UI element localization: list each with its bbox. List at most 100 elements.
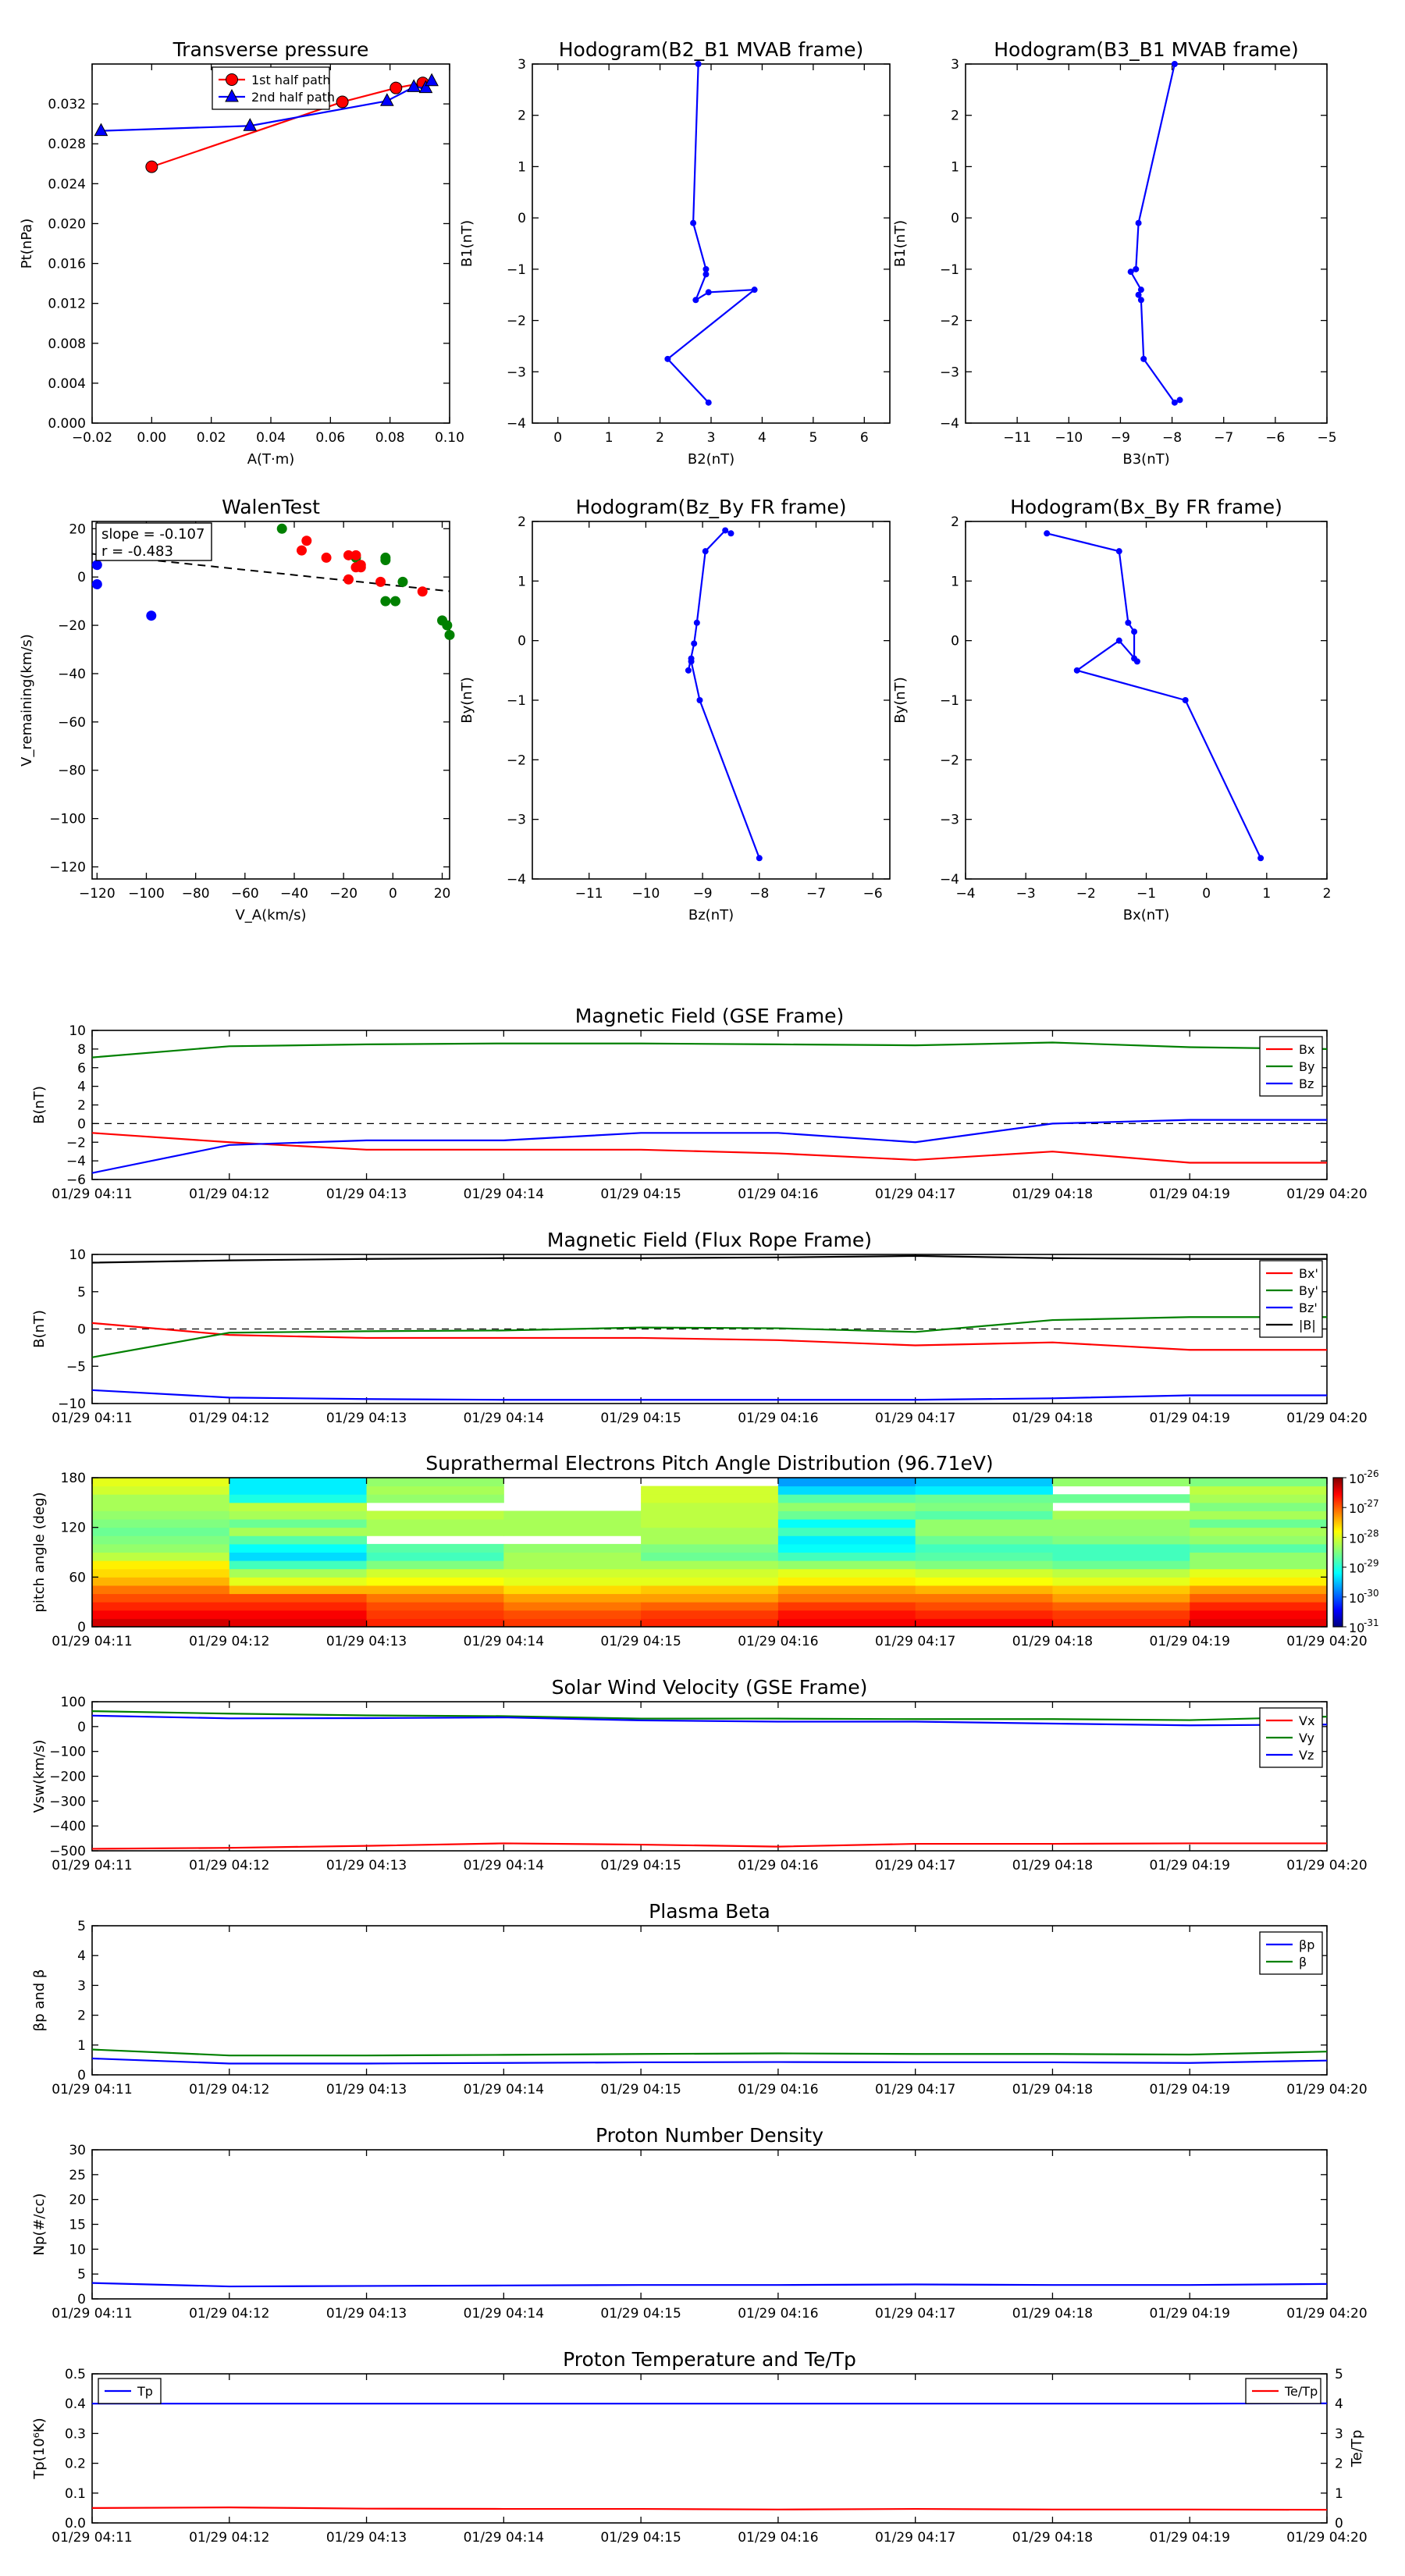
heatmap-cell <box>1052 1494 1190 1503</box>
y-tick-label: 0.3 <box>65 2426 86 2442</box>
scatter-point <box>397 576 408 587</box>
y-tick-label: 15 <box>69 2218 86 2233</box>
heatmap-cell <box>777 1543 916 1553</box>
data-point <box>692 297 699 304</box>
heatmap-cell <box>777 1577 916 1586</box>
heatmap-cell <box>92 1519 230 1528</box>
heatmap-cell <box>1052 1552 1190 1561</box>
data-point <box>705 289 712 296</box>
data-point <box>690 219 697 226</box>
scatter-point <box>296 545 307 556</box>
time-tick-label: 01/29 04:15 <box>600 1411 681 1426</box>
y-tick-label: 0.020 <box>48 216 86 232</box>
series-line <box>91 1132 1327 1164</box>
legend-label: 1st half path <box>251 73 330 87</box>
x-tick-label: 3 <box>707 430 716 446</box>
heatmap-cell <box>229 1510 368 1520</box>
x-tick-label: −60 <box>231 886 259 902</box>
y-tick-label: 1 <box>951 574 959 589</box>
scatter-point <box>375 576 386 587</box>
time-tick-label: 01/29 04:13 <box>326 2306 407 2322</box>
y-tick-label: 0 <box>77 1322 86 1338</box>
y-tick-label: −3 <box>507 365 526 380</box>
heatmap-cell <box>503 1552 642 1561</box>
x-tick-label: 20 <box>434 886 451 902</box>
plot-frame <box>532 63 891 424</box>
time-tick-label: 01/29 04:11 <box>52 2306 132 2322</box>
data-point <box>702 548 709 555</box>
y-tick-label: 0 <box>77 1116 86 1132</box>
time-tick-label: 01/29 04:15 <box>600 1187 681 1202</box>
legend-label: Bz' <box>1299 1300 1318 1315</box>
heatmap-cell <box>92 1527 230 1536</box>
heatmap-cell <box>503 1618 642 1628</box>
x-tick-label: −6 <box>1265 430 1285 446</box>
time-tick-label: 01/29 04:12 <box>189 1858 269 1873</box>
heatmap-cell <box>641 1560 779 1570</box>
heatmap-cell <box>1190 1494 1328 1503</box>
heatmap-cell <box>1190 1610 1328 1619</box>
time-tick-label: 01/29 04:13 <box>326 1411 407 1426</box>
y-tick-label: 10 <box>69 1023 86 1039</box>
heatmap-cell <box>366 1568 504 1578</box>
time-tick-label: 01/29 04:14 <box>464 2306 544 2322</box>
time-tick-label: 01/29 04:14 <box>464 1858 544 1873</box>
heatmap-cell <box>915 1610 1053 1619</box>
series-line <box>91 1316 1327 1358</box>
heatmap-cell <box>1190 1602 1328 1611</box>
data-point <box>1115 637 1122 644</box>
data-point <box>1137 286 1144 294</box>
time-tick-label: 01/29 04:19 <box>1150 1858 1230 1873</box>
heatmap-cell <box>1052 1510 1190 1520</box>
scatter-point <box>417 586 428 597</box>
y-tick-label: 0.0 <box>65 2516 86 2532</box>
y-tick-label: 0.1 <box>65 2486 86 2502</box>
y-axis-label: B1(nT) <box>459 220 475 267</box>
heatmap-cell <box>641 1593 779 1603</box>
y-tick-label: 120 <box>61 1521 86 1536</box>
series-line <box>91 1254 1327 1264</box>
heatmap-cell <box>1190 1577 1328 1586</box>
time-tick-label: 01/29 04:18 <box>1012 1858 1093 1873</box>
heatmap-cell <box>915 1585 1053 1595</box>
time-tick-label: 01/29 04:20 <box>1286 1634 1367 1649</box>
heatmap-cell <box>915 1494 1053 1503</box>
legend-label: Bz <box>1299 1076 1314 1091</box>
series-line <box>91 1389 1327 1401</box>
data-point <box>94 123 108 137</box>
y-axis-label: βp and β <box>31 1969 48 2032</box>
time-tick-label: 01/29 04:19 <box>1150 2530 1230 2546</box>
x-tick-label: 0 <box>389 886 397 902</box>
heatmap-cell <box>915 1535 1053 1545</box>
x-tick-label: 0.06 <box>315 430 345 446</box>
data-point <box>702 271 710 278</box>
x-tick-label: −9 <box>1111 430 1130 446</box>
heatmap-cell <box>366 1485 504 1495</box>
heatmap-cell <box>915 1527 1053 1536</box>
x-axis-label: B2(nT) <box>688 451 735 468</box>
data-point <box>336 95 349 109</box>
heatmap-cell <box>1052 1610 1190 1619</box>
y-axis-label: Np(#/cc) <box>31 2194 48 2256</box>
right-tick-label: 1 <box>1335 2486 1343 2502</box>
x-axis-label: Bz(nT) <box>688 907 734 923</box>
heatmap-cell <box>229 1585 368 1595</box>
heatmap-cell <box>915 1568 1053 1578</box>
chart-title: Plasma Beta <box>649 1900 770 1923</box>
time-tick-label: 01/29 04:15 <box>600 2082 681 2097</box>
legend-label: Tp <box>137 2384 153 2399</box>
heatmap-cell <box>641 1543 779 1553</box>
y-tick-label: −4 <box>507 872 526 888</box>
time-tick-label: 01/29 04:16 <box>738 2082 818 2097</box>
y-tick-label: −2 <box>940 753 959 768</box>
heatmap-cell <box>92 1502 230 1511</box>
right-axis-label: Te/Tp <box>1349 2430 1365 2468</box>
heatmap-cell <box>1190 1485 1328 1495</box>
heatmap-cell <box>641 1535 779 1545</box>
data-point <box>1171 399 1178 406</box>
chart-hodogram-b2-b1: Hodogram(B2_B1 MVAB frame) −4 −3 −2 −1 0 1 2 3 B1… <box>459 38 891 468</box>
x-tick-label: −20 <box>329 886 357 902</box>
y-tick-label: 4 <box>77 1948 86 1964</box>
x-tick-label: −4 <box>955 886 975 902</box>
